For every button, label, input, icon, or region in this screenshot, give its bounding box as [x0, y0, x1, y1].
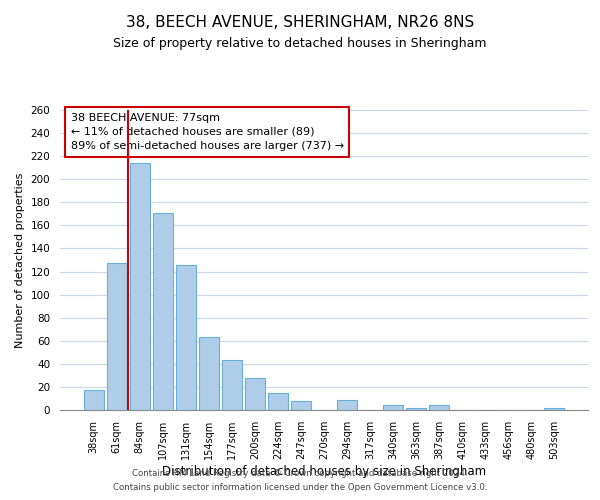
Bar [176, 264, 196, 410]
Text: Contains public sector information licensed under the Open Government Licence v3: Contains public sector information licen… [113, 484, 487, 492]
Bar [245, 378, 265, 410]
Bar [84, 390, 104, 410]
Bar [430, 406, 449, 410]
Bar [383, 406, 403, 410]
Bar [406, 408, 426, 410]
Bar [199, 338, 218, 410]
Text: Size of property relative to detached houses in Sheringham: Size of property relative to detached ho… [113, 38, 487, 51]
Bar [130, 163, 149, 410]
Text: 38, BEECH AVENUE, SHERINGHAM, NR26 8NS: 38, BEECH AVENUE, SHERINGHAM, NR26 8NS [126, 15, 474, 30]
Bar [107, 264, 127, 410]
Bar [222, 360, 242, 410]
Y-axis label: Number of detached properties: Number of detached properties [15, 172, 25, 348]
Bar [268, 392, 288, 410]
Bar [337, 400, 357, 410]
Text: 38 BEECH AVENUE: 77sqm
← 11% of detached houses are smaller (89)
89% of semi-det: 38 BEECH AVENUE: 77sqm ← 11% of detached… [71, 113, 344, 151]
Text: Contains HM Land Registry data © Crown copyright and database right 2024.: Contains HM Land Registry data © Crown c… [132, 468, 468, 477]
Bar [544, 408, 564, 410]
X-axis label: Distribution of detached houses by size in Sheringham: Distribution of detached houses by size … [162, 464, 486, 477]
Bar [291, 401, 311, 410]
Bar [153, 212, 173, 410]
